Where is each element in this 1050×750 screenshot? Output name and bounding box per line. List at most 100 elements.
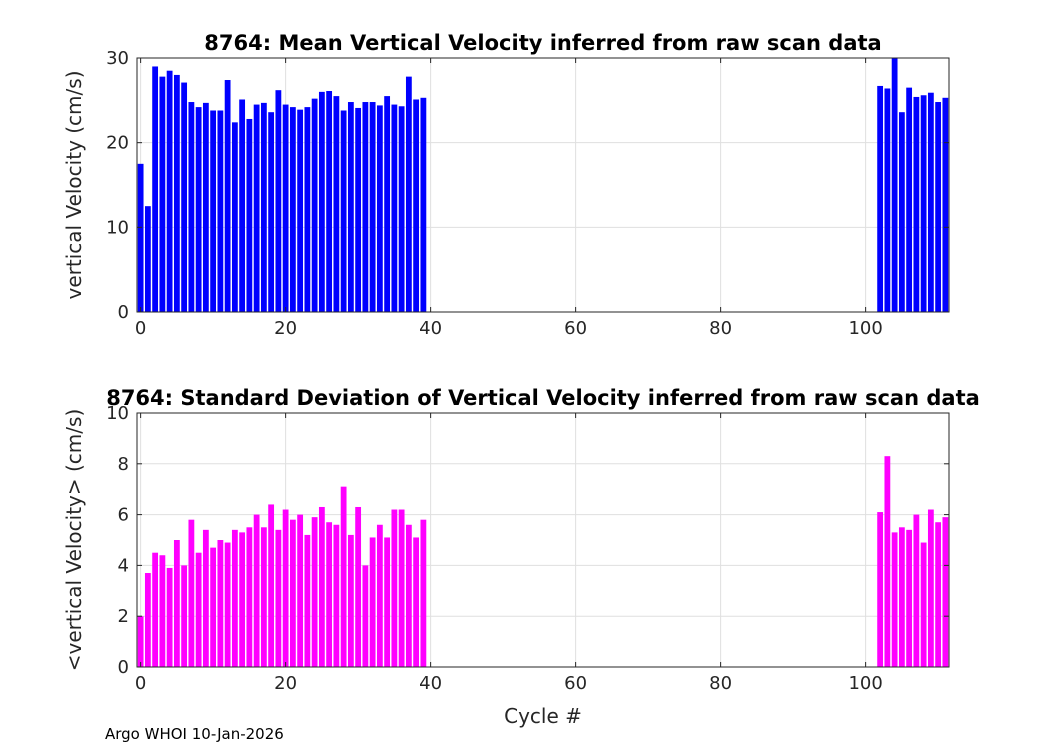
- bar: [311, 98, 318, 312]
- bar: [181, 565, 188, 667]
- x-tick-label: 100: [848, 673, 882, 694]
- bar: [188, 519, 195, 667]
- bar: [239, 99, 246, 312]
- bar: [239, 532, 246, 667]
- bar: [369, 102, 376, 312]
- bar: [891, 58, 898, 312]
- bar: [210, 547, 217, 667]
- bar: [217, 110, 224, 312]
- bar: [898, 112, 905, 312]
- bar: [326, 91, 333, 313]
- bar: [898, 527, 905, 667]
- axes-box: [136, 57, 950, 313]
- bar: [282, 104, 289, 312]
- x-tick-label: 80: [709, 318, 732, 339]
- bar: [333, 524, 340, 667]
- bar: [405, 524, 412, 667]
- bar: [311, 517, 318, 667]
- bar: [137, 163, 144, 312]
- bar: [877, 85, 884, 312]
- x-tick-label: 100: [848, 318, 882, 339]
- bar: [275, 90, 282, 312]
- bar: [391, 104, 398, 312]
- bar: [289, 519, 296, 667]
- x-axis-label: Cycle #: [504, 704, 582, 728]
- bar: [297, 514, 304, 667]
- y-axis-label: <vertical Velocity> (cm/s): [62, 409, 86, 672]
- y-tick-label: 0: [118, 657, 129, 678]
- bar: [935, 522, 942, 667]
- bar: [275, 529, 282, 667]
- bar: [159, 76, 166, 312]
- x-tick-label: 20: [274, 318, 297, 339]
- bar: [231, 529, 238, 667]
- y-tick-label: 10: [106, 403, 129, 424]
- bar: [268, 112, 275, 312]
- y-axis-label: vertical Velocity (cm/s): [62, 71, 86, 300]
- bar: [210, 110, 217, 312]
- bar: [333, 96, 340, 312]
- bar: [920, 542, 927, 667]
- bar: [246, 527, 253, 667]
- bar: [152, 552, 159, 667]
- bar: [253, 514, 260, 667]
- bar: [391, 509, 398, 667]
- bar: [891, 532, 898, 667]
- bar: [935, 102, 942, 312]
- x-tick-label: 40: [419, 318, 442, 339]
- chart-title: 8764: Mean Vertical Velocity inferred fr…: [204, 31, 881, 55]
- bar: [173, 540, 180, 667]
- y-tick-label: 4: [118, 555, 129, 576]
- bar: [398, 106, 405, 312]
- x-tick-label: 60: [564, 673, 587, 694]
- bar: [202, 529, 209, 667]
- y-tick-label: 6: [118, 505, 129, 526]
- bar: [927, 509, 934, 667]
- bar: [362, 102, 369, 312]
- bar: [362, 565, 369, 667]
- bar: [913, 96, 920, 313]
- x-tick-label: 20: [274, 673, 297, 694]
- x-tick-label: 40: [419, 673, 442, 694]
- bar: [253, 104, 260, 312]
- bar: [355, 107, 362, 312]
- bar: [927, 92, 934, 312]
- bar: [384, 537, 391, 667]
- bar: [282, 509, 289, 667]
- bar: [152, 66, 159, 312]
- bar: [260, 102, 267, 312]
- bar: [376, 524, 383, 667]
- y-tick-label: 10: [106, 217, 129, 238]
- bar: [195, 552, 202, 667]
- bar: [246, 118, 253, 313]
- bar: [413, 537, 420, 667]
- bar: [355, 506, 362, 667]
- bar: [413, 99, 420, 312]
- bar: [224, 542, 231, 667]
- bar: [289, 107, 296, 313]
- bar: [202, 102, 209, 312]
- bar: [347, 534, 354, 667]
- bar: [920, 95, 927, 313]
- bar: [347, 102, 354, 312]
- bar: [304, 534, 311, 667]
- bar: [884, 456, 891, 667]
- bar: [224, 80, 231, 312]
- bar: [906, 529, 913, 667]
- bar: [181, 82, 188, 312]
- bar: [268, 504, 275, 667]
- bar: [297, 109, 304, 312]
- bar: [195, 107, 202, 313]
- chart-title: 8764: Standard Deviation of Vertical Vel…: [106, 386, 980, 410]
- bar: [304, 107, 311, 313]
- y-tick-label: 20: [106, 133, 129, 154]
- bar: [420, 97, 427, 312]
- footer-credit: Argo WHOI 10-Jan-2026: [105, 725, 284, 743]
- bar: [137, 616, 144, 667]
- bar: [376, 105, 383, 312]
- bar: [942, 517, 949, 667]
- bar: [188, 102, 195, 312]
- bar: [260, 527, 267, 667]
- bar: [318, 506, 325, 667]
